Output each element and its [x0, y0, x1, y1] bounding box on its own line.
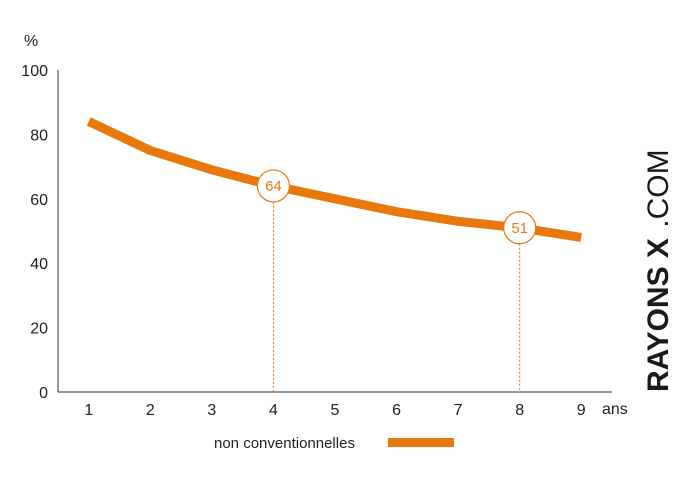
x-tick-label: 1 [84, 402, 93, 419]
x-tick-label: 8 [515, 402, 524, 419]
svg-text:RAYONS X .COM: RAYONS X .COM [642, 149, 675, 392]
x-tick-labels: 1 2 3 4 5 6 7 8 9 [84, 402, 585, 419]
y-tick-label: 80 [30, 127, 48, 144]
y-tick-label: 100 [21, 63, 48, 80]
watermark-suffix: .COM [642, 149, 675, 227]
y-tick-label: 20 [30, 321, 48, 338]
annotation-circle [256, 169, 291, 203]
annotation-label: 64 [265, 178, 282, 195]
y-tick-label: 40 [30, 256, 48, 273]
x-tick-label: 3 [207, 402, 216, 419]
x-tick-label: 6 [392, 402, 401, 419]
x-tick-label: 2 [146, 402, 155, 419]
y-tick-label: 0 [39, 385, 48, 402]
watermark-logo: RAYONS X .COM [642, 149, 675, 392]
watermark-brand: RAYONS X [642, 238, 675, 392]
legend: non conventionnelles [214, 435, 454, 452]
x-tick-label: 9 [577, 402, 586, 419]
legend-swatch [388, 438, 454, 447]
x-tick-label: 7 [454, 402, 463, 419]
y-axis-unit: % [24, 33, 38, 50]
x-axis-unit: ans [602, 401, 628, 418]
annotation-callouts: 64 51 [256, 169, 537, 245]
y-tick-label: 60 [30, 192, 48, 209]
y-tick-labels: 0 20 40 60 80 100 [21, 63, 48, 402]
annotation-guides [272, 185, 521, 392]
x-tick-label: 5 [331, 402, 340, 419]
x-tick-label: 4 [269, 402, 278, 419]
legend-label: non conventionnelles [214, 435, 355, 452]
annotation-circle [503, 211, 537, 245]
series-line-non-conventionnelles [86, 117, 582, 242]
annotation-label: 51 [511, 220, 528, 237]
